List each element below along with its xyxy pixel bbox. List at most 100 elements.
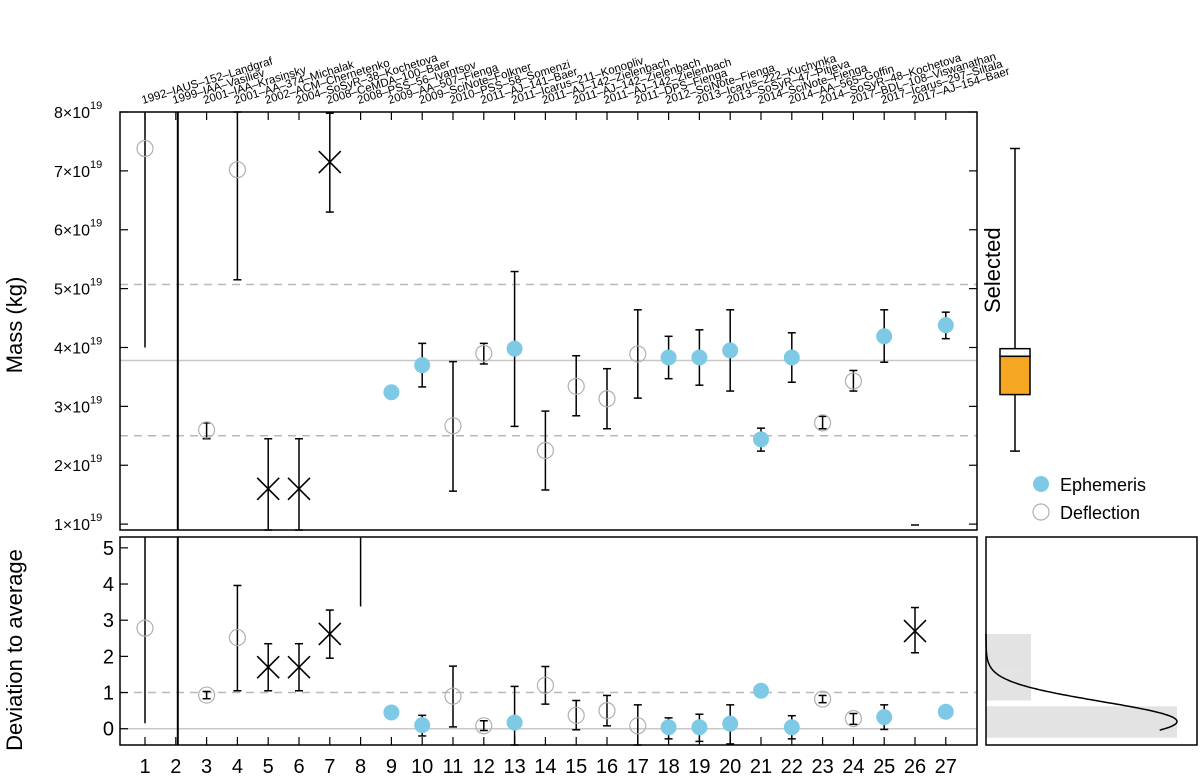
x-tick-label: 22 <box>781 756 803 778</box>
deflection-point <box>598 702 616 720</box>
mass-y-tick-label: 5×10 <box>54 282 90 299</box>
legend-ephemeris-marker <box>1033 476 1049 492</box>
rejected-point <box>318 622 342 646</box>
x-tick-label: 12 <box>473 756 495 778</box>
x-tick-label: 26 <box>904 756 926 778</box>
ephemeris-point <box>383 704 400 721</box>
deviation-y-tick-label: 0 <box>103 719 114 741</box>
x-tick-label: 4 <box>232 756 243 778</box>
legend-deflection-marker <box>1032 503 1050 521</box>
x-tick-label: 2 <box>170 756 181 778</box>
deflection-point <box>444 687 462 705</box>
legend-deflection-label: Deflection <box>1060 503 1140 523</box>
mass-y-tick-exponent: 19 <box>90 394 102 406</box>
deflection-point <box>629 345 647 363</box>
x-tick-label: 15 <box>565 756 587 778</box>
x-tick-label: 8 <box>355 756 366 778</box>
x-tick-label: 13 <box>503 756 525 778</box>
ephemeris-point <box>783 349 800 366</box>
rejected-point <box>903 619 927 643</box>
x-tick-label: 16 <box>596 756 618 778</box>
selected-box-lower <box>999 355 1031 396</box>
mass-y-tick-exponent: 19 <box>90 218 102 230</box>
mass-y-tick-exponent: 19 <box>90 100 102 112</box>
mass-y-tick-label: 7×10 <box>54 164 90 181</box>
ephemeris-point <box>753 682 769 699</box>
mass-y-tick-label: 8×10 <box>54 105 90 122</box>
deflection-point <box>844 709 863 728</box>
deflection-point <box>844 372 863 390</box>
ephemeris-point <box>506 340 523 357</box>
deflection-point <box>228 628 246 647</box>
rejected-point <box>256 655 280 679</box>
deflection-point <box>198 686 216 704</box>
deflection-point <box>567 377 585 395</box>
deflection-point <box>813 414 832 432</box>
x-tick-label: 1 <box>139 756 150 778</box>
ephemeris-point <box>753 431 769 448</box>
deflection-point <box>475 344 493 362</box>
histogram-frame <box>985 536 1198 746</box>
deviation-y-tick-label: 1 <box>103 683 114 705</box>
mass-y-tick-exponent: 19 <box>90 277 102 289</box>
deviation-axis-label: Deviation to average <box>2 549 27 751</box>
deviation-y-tick-label: 3 <box>103 610 114 632</box>
deviation-y-tick-label: 4 <box>103 574 114 596</box>
x-tick-label: 17 <box>627 756 649 778</box>
deflection-point <box>536 676 555 694</box>
x-tick-label: 6 <box>293 756 304 778</box>
ephemeris-point <box>506 714 523 731</box>
mass-y-tick-label: 6×10 <box>54 223 90 240</box>
ephemeris-point <box>414 357 431 374</box>
deflection-point <box>536 441 555 460</box>
deviation-panel-frame <box>119 536 978 746</box>
histogram-bar <box>986 633 1031 671</box>
mass-y-tick-label: 2×10 <box>54 458 90 475</box>
legend-ephemeris-label: Ephemeris <box>1060 475 1146 495</box>
mass-y-tick-exponent: 19 <box>90 453 102 465</box>
deflection-point <box>813 690 832 708</box>
deviation-y-tick-label: 5 <box>103 538 114 560</box>
ephemeris-point <box>414 717 431 734</box>
x-tick-label: 9 <box>386 756 397 778</box>
ephemeris-point <box>660 349 677 366</box>
mass-y-tick-exponent: 19 <box>90 159 102 171</box>
mass-panel-frame <box>119 111 978 531</box>
x-tick-label: 7 <box>324 756 335 778</box>
x-tick-label: 5 <box>263 756 274 778</box>
x-tick-label: 23 <box>811 756 833 778</box>
x-tick-label: 3 <box>201 756 212 778</box>
ephemeris-point <box>937 703 954 720</box>
mass-y-tick-label: 4×10 <box>54 340 90 357</box>
x-tick-label: 18 <box>657 756 679 778</box>
rejected-point <box>287 477 311 501</box>
x-tick-label: 27 <box>935 756 957 778</box>
mass-y-tick-exponent: 19 <box>90 335 102 347</box>
ephemeris-point <box>937 317 954 334</box>
deflection-point <box>598 390 616 408</box>
ephemeris-point <box>691 349 708 366</box>
x-tick-label: 11 <box>443 756 464 778</box>
deflection-point <box>444 417 462 435</box>
x-tick-label: 20 <box>719 756 741 778</box>
deflection-point <box>136 139 154 158</box>
selected-box-upper <box>999 347 1031 358</box>
selected-label: Selected <box>980 227 1005 313</box>
rejected-point <box>256 477 280 501</box>
rejected-point <box>287 655 311 679</box>
ephemeris-point <box>783 719 800 736</box>
mass-y-tick-exponent: 19 <box>90 512 102 524</box>
mass-y-tick-label: 1×10 <box>54 517 90 534</box>
deflection-point <box>136 619 154 637</box>
plot-layer: 1×10 192×10 193×10 194×10 195×10 196×10 197×10… <box>54 51 1198 778</box>
x-tick-label: 19 <box>688 756 710 778</box>
deflection-point <box>228 161 246 179</box>
deflection-point <box>475 717 493 735</box>
x-tick-label: 14 <box>534 756 556 778</box>
deflection-point <box>198 421 216 439</box>
ephemeris-point <box>876 709 893 726</box>
ephemeris-point <box>722 715 739 732</box>
x-tick-label: 24 <box>842 756 864 778</box>
mass-axis-label: Mass (kg) <box>2 277 27 374</box>
